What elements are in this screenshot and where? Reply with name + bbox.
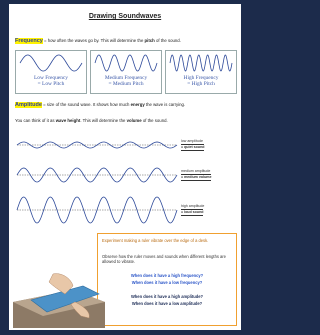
label: = medium volume bbox=[181, 174, 211, 181]
label: = quiet sound bbox=[181, 144, 204, 151]
worksheet-page: Drawing Soundwaves Frequency = how often… bbox=[9, 4, 241, 330]
question: When does it have a high frequency? bbox=[102, 273, 232, 278]
amplitude-label: high amplitude= loud sound bbox=[181, 204, 237, 216]
frequency-example: Medium Frequency= Medium Pitch bbox=[90, 50, 162, 94]
frequency-example: High Frequency= High Pitch bbox=[165, 50, 237, 94]
keyword: volume bbox=[127, 118, 142, 123]
label: = High Pitch bbox=[166, 81, 236, 87]
amplitude-label: low amplitude= quiet sound bbox=[181, 139, 237, 151]
text: of the sound. bbox=[142, 118, 168, 123]
label: = Medium Pitch bbox=[91, 81, 161, 87]
text: = how often the waves go by. This will d… bbox=[43, 38, 145, 43]
text: . This will determine the bbox=[80, 118, 126, 123]
text: of the sound. bbox=[155, 38, 181, 43]
amplitude-waves bbox=[9, 130, 181, 230]
experiment-observe: Observe how the ruler moves and sounds w… bbox=[102, 254, 232, 264]
label: = loud sound bbox=[181, 209, 203, 216]
screen: Drawing Soundwaves Frequency = how often… bbox=[0, 0, 250, 335]
question: When does it have a high amplitude? bbox=[102, 294, 232, 299]
wave bbox=[166, 51, 236, 75]
keyword: wave height bbox=[56, 118, 81, 123]
experiment-box: Experiment making a ruler vibrate over t… bbox=[97, 233, 237, 326]
text: You can think of it as bbox=[15, 118, 56, 123]
ruler-illustration bbox=[13, 272, 105, 328]
wave bbox=[91, 51, 161, 75]
label: = Low Pitch bbox=[16, 81, 86, 87]
frequency-definition: Frequency = how often the waves go by. T… bbox=[15, 38, 237, 44]
term: Frequency bbox=[15, 38, 43, 44]
text: the wave is carrying. bbox=[145, 102, 185, 107]
question: When does it have a low amplitude? bbox=[102, 301, 232, 306]
term: Amplitude bbox=[15, 102, 42, 108]
keyword: pitch bbox=[145, 38, 155, 43]
amplitude-definition: Amplitude = size of the sound wave. It s… bbox=[15, 102, 237, 108]
frequency-example: Low Frequency= Low Pitch bbox=[15, 50, 87, 94]
text: = size of the sound wave. It shows how m… bbox=[42, 102, 131, 107]
wave bbox=[16, 51, 86, 75]
amplitude-note: You can think of it as wave height. This… bbox=[15, 118, 237, 123]
question: When does it have a low frequency? bbox=[102, 280, 232, 285]
keyword: energy bbox=[131, 102, 145, 107]
experiment-intro: Experiment making a ruler vibrate over t… bbox=[102, 238, 232, 243]
amplitude-label: medium amplitude= medium volume bbox=[181, 169, 237, 181]
title: Drawing Soundwaves bbox=[9, 13, 241, 20]
